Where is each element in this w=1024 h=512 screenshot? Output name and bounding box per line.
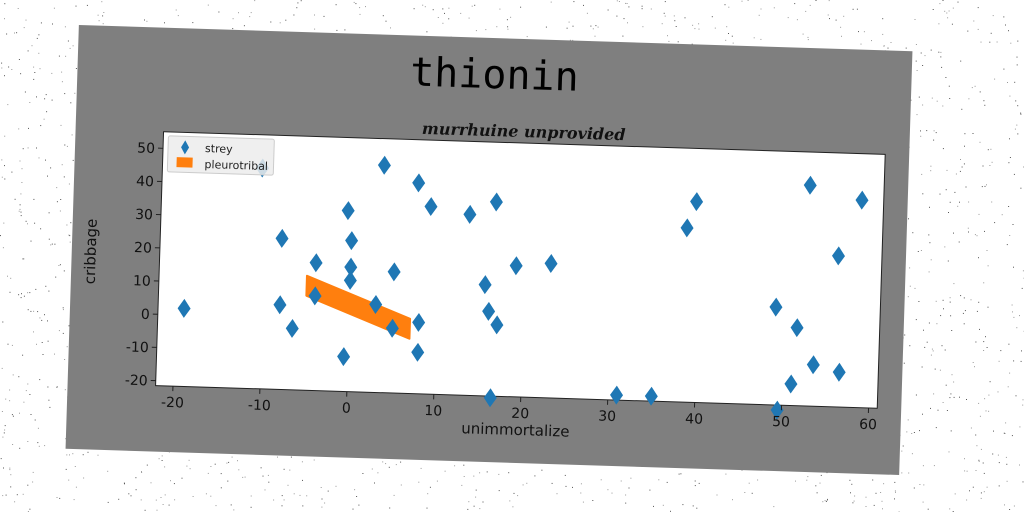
strey-point-30 — [680, 218, 694, 238]
x-tick-label-30: 30 — [598, 409, 616, 426]
y-tick-label--10: -10 — [126, 339, 149, 356]
strey-point-10 — [343, 270, 357, 290]
legend-pleurotribal-label: pleurotribal — [204, 158, 268, 173]
strey-point-7 — [341, 201, 355, 221]
strey-point-34 — [790, 318, 804, 338]
strey-point-8 — [345, 231, 359, 251]
strey-point-28 — [610, 385, 624, 405]
chart-svg: thionin murrhuine unprovided -20 -10 0 10 20… — [81, 49, 886, 441]
strey-point-21 — [478, 275, 492, 295]
strey-point-29 — [644, 386, 658, 406]
chart-card: thionin murrhuine unprovided -20 -10 0 10 20… — [65, 25, 913, 475]
strey-point-31 — [690, 192, 704, 212]
x-tick-label-10: 10 — [424, 403, 442, 420]
strey-point-26 — [509, 256, 523, 276]
y-tick-label-10: 10 — [133, 273, 151, 290]
strey-point-37 — [806, 355, 820, 375]
x-tick-label--20: -20 — [161, 395, 184, 412]
strey-point-24 — [490, 315, 504, 335]
strey-point-36 — [803, 175, 817, 195]
y-axis-label: cribbage — [81, 218, 101, 284]
legend-box — [166, 135, 275, 176]
x-tick-label-40: 40 — [685, 411, 703, 428]
strey-point-20 — [463, 204, 477, 224]
y-tick-label-0: 0 — [141, 307, 150, 323]
legend: strey pleurotribal — [166, 135, 275, 176]
strey-point-18 — [412, 312, 426, 332]
strey-point-13 — [369, 294, 383, 314]
strey-point-25 — [483, 388, 497, 408]
strey-point-19 — [411, 342, 425, 362]
strey-point-6 — [308, 286, 322, 306]
y-tick-label-30: 30 — [135, 207, 153, 224]
strey-point-2 — [275, 228, 289, 248]
strey-point-0 — [177, 298, 191, 318]
x-tick-label-60: 60 — [859, 417, 877, 434]
strey-point-22 — [482, 301, 496, 321]
x-axis-ticks: -20 -10 0 10 20 30 40 50 60 — [161, 386, 877, 434]
strey-point-4 — [285, 318, 299, 338]
legend-pleurotribal-swatch — [176, 157, 193, 168]
strey-point-15 — [385, 318, 399, 338]
strey-point-11 — [337, 347, 351, 367]
strey-point-3 — [273, 295, 287, 315]
strey-point-14 — [387, 262, 401, 282]
x-tick-label-20: 20 — [511, 406, 529, 423]
strey-point-40 — [855, 190, 869, 210]
strey-point-33 — [770, 400, 784, 420]
strey-point-9 — [344, 257, 358, 277]
y-tick-label-50: 50 — [137, 141, 155, 158]
plot-area — [155, 131, 886, 409]
strey-point-35 — [784, 374, 798, 394]
x-tick-label-50: 50 — [772, 414, 790, 431]
strey-point-38 — [831, 246, 845, 266]
strey-point-17 — [424, 197, 438, 217]
x-tick-label--10: -10 — [248, 398, 271, 415]
x-tick-label-0: 0 — [342, 400, 351, 416]
strey-point-27 — [544, 253, 558, 273]
strey-point-12 — [377, 155, 391, 175]
y-tick-label--20: -20 — [125, 373, 148, 390]
y-tick-label-20: 20 — [134, 240, 152, 257]
x-axis-label: unimmortalize — [461, 419, 570, 440]
y-tick-label-40: 40 — [136, 174, 154, 191]
legend-strey-label: strey — [205, 142, 233, 156]
legend-strey-marker — [181, 140, 190, 155]
strey-point-32 — [769, 297, 783, 317]
strey-point-5 — [309, 253, 323, 273]
y-axis-ticks: -20 -10 0 10 20 30 40 50 — [125, 141, 164, 390]
chart-title: thionin — [410, 49, 580, 100]
strey-point-23 — [489, 192, 503, 212]
strey-point-16 — [412, 173, 426, 193]
strey-point-39 — [832, 362, 846, 382]
